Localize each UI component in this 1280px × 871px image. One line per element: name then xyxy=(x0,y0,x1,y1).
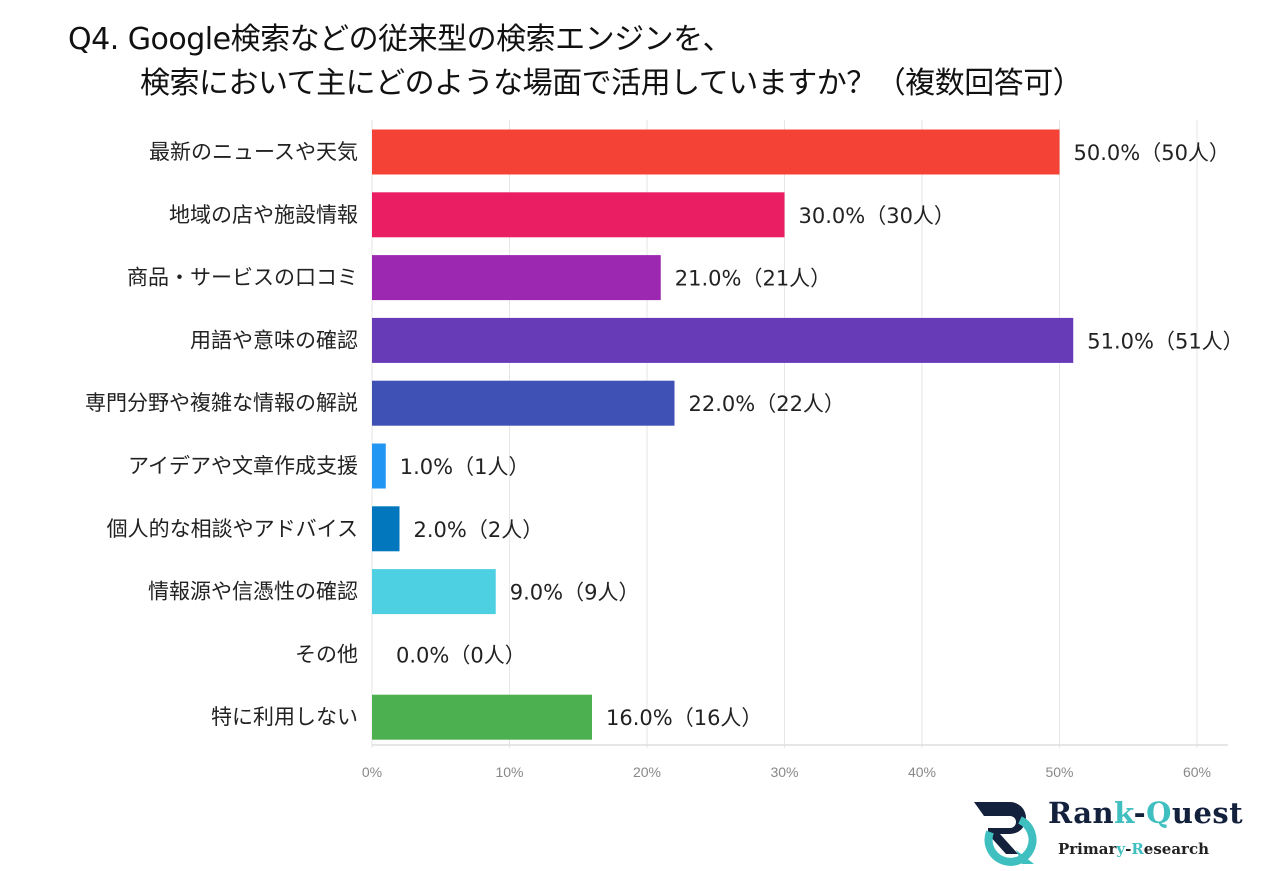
data-label: 9.0%（9人） xyxy=(510,581,640,605)
x-tick-label: 10% xyxy=(495,764,523,780)
bar xyxy=(372,694,592,740)
data-label: 1.0%（1人） xyxy=(400,455,530,479)
logo-subtitle: Primary-Research xyxy=(1058,840,1209,858)
data-label: 0.0%（0人） xyxy=(396,643,526,667)
logo-name: Rank-Quest xyxy=(1048,796,1244,830)
bar xyxy=(372,192,785,238)
x-tick-label: 0% xyxy=(362,764,382,780)
bar xyxy=(372,255,661,301)
data-label: 16.0%（16人） xyxy=(606,706,762,730)
data-label: 2.0%（2人） xyxy=(414,518,544,542)
x-tick-label: 20% xyxy=(633,764,661,780)
data-label: 50.0%（50人） xyxy=(1074,141,1230,165)
data-label: 21.0%（21人） xyxy=(675,267,831,291)
chart-title-line-2: 検索において主にどのような場面で活用していますか？（複数回答可） xyxy=(140,66,1083,101)
bar xyxy=(372,129,1060,175)
category-label: アイデアや文章作成支援 xyxy=(128,454,358,478)
bar xyxy=(372,380,675,426)
x-tick-label: 40% xyxy=(908,764,936,780)
category-label: 専門分野や複雑な情報の解説 xyxy=(85,391,358,415)
logo-rq-icon xyxy=(974,802,1037,866)
x-tick-label: 50% xyxy=(1045,764,1073,780)
bar xyxy=(372,317,1074,363)
category-label: 最新のニュースや天気 xyxy=(149,140,358,164)
bar xyxy=(372,443,386,489)
x-tick-label: 30% xyxy=(770,764,798,780)
chart-title-line-1: Q4. Google検索などの従来型の検索エンジンを、 xyxy=(68,22,733,57)
bar xyxy=(372,569,496,615)
data-label: 30.0%（30人） xyxy=(799,204,955,228)
x-tick-label: 60% xyxy=(1183,764,1211,780)
category-label: 情報源や信憑性の確認 xyxy=(148,580,358,604)
bar xyxy=(372,506,400,552)
category-label: 地域の店や施設情報 xyxy=(169,203,358,227)
rank-quest-logo: Rank-Quest Primary-Research xyxy=(970,796,1260,866)
category-label: 個人的な相談やアドバイス xyxy=(107,517,358,541)
category-label: 特に利用しない xyxy=(211,705,358,729)
category-label: 用語や意味の確認 xyxy=(190,328,358,352)
data-label: 51.0%（51人） xyxy=(1087,329,1243,353)
category-label: 商品・サービスの口コミ xyxy=(127,266,358,290)
data-label: 22.0%（22人） xyxy=(689,392,845,416)
category-label: その他 xyxy=(295,642,358,666)
